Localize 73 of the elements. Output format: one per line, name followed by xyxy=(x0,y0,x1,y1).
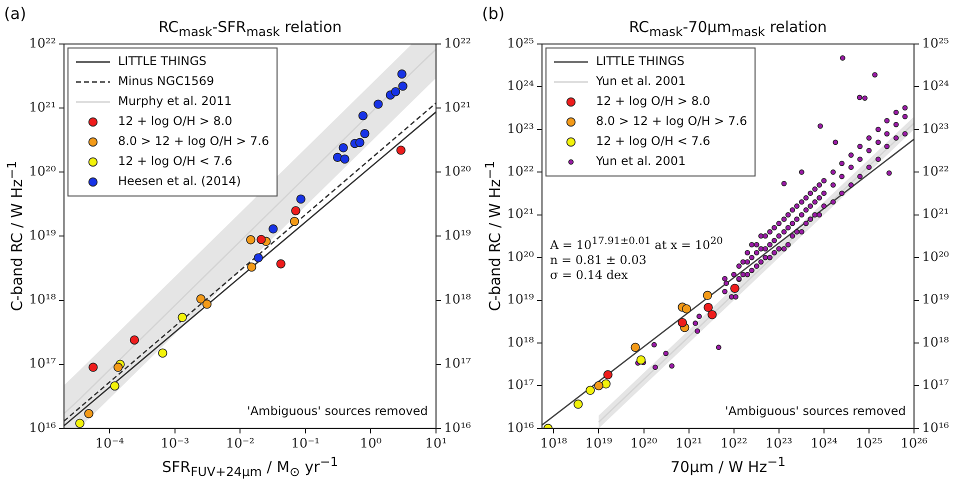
legend-label: 8.0 > 12 + log O/H > 7.6 xyxy=(596,114,748,128)
x-tick-label: 10⁻³ xyxy=(160,436,190,452)
text: 10²² xyxy=(444,36,472,52)
text: 10¹⁸ xyxy=(506,335,534,350)
text: 10²¹ xyxy=(506,207,534,222)
x-tick-label: 10⁻² xyxy=(226,436,254,452)
text: (a) xyxy=(4,4,26,23)
y-tick-label: 10¹⁷ xyxy=(28,356,56,372)
text: 10¹⁸ xyxy=(444,292,472,308)
legend-label: Heesen et al. (2014) xyxy=(118,174,241,188)
legend-label: 12 + log O/H > 8.0 xyxy=(118,114,232,128)
text: 10¹⁷ xyxy=(444,356,472,372)
legend-label: 8.0 > 12 + log O/H > 7.6 xyxy=(118,134,270,148)
x-tick-label: 10⁻⁴ xyxy=(95,436,124,452)
annotation: A = 10$^{17.91±0.01}$ at x = 10$^{20}$ xyxy=(550,236,723,252)
x-tick-label: 10²⁰ xyxy=(630,436,658,452)
text: 10²⁰ xyxy=(444,164,472,180)
text: 10¹⁷ xyxy=(506,378,534,394)
y-tick-label: 10¹⁸ xyxy=(922,335,950,350)
y-tick-label: 10²² xyxy=(922,164,950,180)
y-tick-label: 10²¹ xyxy=(28,100,56,116)
y-tick-label: 10²⁵ xyxy=(922,36,950,52)
x-tick-label: 10²² xyxy=(720,436,748,452)
annotation: 'Ambiguous' sources removed xyxy=(725,404,906,418)
legend-label: Yun et al. 2001 xyxy=(594,154,686,168)
legend-label: Yun et al. 2001 xyxy=(594,74,686,88)
x-tick-label: 10²⁵ xyxy=(856,436,882,452)
text: (b) xyxy=(482,4,505,23)
chart-title: RC$_{mask}$-70μm$_{mask}$ relation xyxy=(629,18,827,39)
legend-label: 12 + log O/H < 7.6 xyxy=(118,154,232,168)
annotation: n = 0.81 ± 0.03 xyxy=(550,253,646,268)
text: 10¹⁹ xyxy=(444,228,472,244)
y-tick-label: 10¹⁷ xyxy=(922,378,950,394)
x-axis-title: 70μm / W Hz$^{−1}$ xyxy=(670,454,786,476)
y-tick-label: 10²² xyxy=(28,36,56,52)
text: 10¹⁶ xyxy=(506,420,534,436)
y-tick-label: 10²³ xyxy=(922,122,950,137)
x-tick-label: 10²³ xyxy=(765,436,792,452)
legend-label: Murphy et al. 2011 xyxy=(118,94,232,108)
legend-label: Minus NGC1569 xyxy=(118,74,214,88)
text: 10²⁴ xyxy=(506,79,534,94)
y-tick-label: 10¹⁶ xyxy=(922,420,950,436)
y-tick-label: 10²¹ xyxy=(922,207,950,222)
text: 10²⁵ xyxy=(506,36,534,52)
x-tick-label: 10²¹ xyxy=(675,436,702,452)
x-axis-title: SFR$_{FUV+24μm}$ / M$_{⊙}$ yr$^{−1}$ xyxy=(162,454,338,480)
legend-label: LITTLE THINGS xyxy=(118,54,207,68)
x-tick-label: 10¹⁸ xyxy=(540,436,568,452)
y-tick-label: 10¹⁶ xyxy=(28,420,56,436)
y-tick-label: 10¹⁹ xyxy=(922,292,950,308)
chart-title: RC$_{mask}$-SFR$_{mask}$ relation xyxy=(158,18,342,39)
text: 10²² xyxy=(506,164,534,180)
y-tick-label: 10²⁰ xyxy=(28,164,56,180)
y-tick-label: 10¹⁸ xyxy=(28,292,56,308)
text: 10²⁰ xyxy=(506,250,534,265)
x-tick-label: 10¹⁹ xyxy=(585,436,612,452)
y-tick-label: 10²⁰ xyxy=(922,250,950,265)
legend-label: 12 + log O/H > 8.0 xyxy=(596,94,710,108)
text: 10¹⁹ xyxy=(506,292,534,308)
x-tick-label: 10²⁴ xyxy=(810,436,838,452)
annotation: σ = 0.14 dex xyxy=(550,268,628,282)
y-tick-label: 10²⁴ xyxy=(922,79,950,94)
text: 10²³ xyxy=(506,122,534,137)
x-tick-label: 10¹ xyxy=(425,436,447,452)
y-tick-label: 10¹⁹ xyxy=(28,228,56,244)
annotation: 'Ambiguous' sources removed xyxy=(247,404,428,418)
text: 10¹⁶ xyxy=(444,420,472,436)
x-tick-label: 10⁰ xyxy=(360,436,382,452)
x-tick-label: 10²⁶ xyxy=(900,436,928,452)
legend-label: 12 + log O/H < 7.6 xyxy=(596,134,710,148)
x-tick-label: 10⁻¹ xyxy=(291,436,320,452)
legend-label: LITTLE THINGS xyxy=(596,54,685,68)
text: 10²¹ xyxy=(444,100,472,116)
